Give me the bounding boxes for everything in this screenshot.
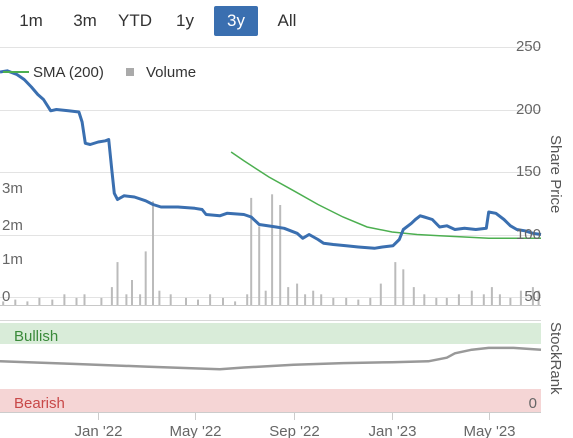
- volume-bar: [537, 290, 540, 305]
- legend-volume-swatch: [126, 68, 134, 76]
- volume-bar: [304, 294, 307, 305]
- range-button-1m[interactable]: 1m: [19, 11, 43, 30]
- volume-bar: [490, 287, 493, 305]
- volume-bar: [246, 294, 249, 305]
- volume-bar: [125, 294, 128, 305]
- volume-bar: [264, 290, 267, 305]
- volume-bar: [435, 297, 438, 305]
- x-tick-label: Jan '22: [75, 423, 123, 438]
- share-price-line: [0, 69, 542, 250]
- price-tick-100: 100: [516, 226, 541, 243]
- volume-bar: [412, 287, 415, 305]
- volume-bar: [394, 262, 397, 305]
- volume-bar: [470, 290, 473, 305]
- legend-volume-label: Volume: [146, 64, 196, 81]
- volume-bar: [152, 201, 154, 305]
- stockrank-axis-title: StockRank: [547, 322, 564, 395]
- volume-bar: [312, 290, 315, 305]
- volume-bar: [531, 287, 534, 305]
- volume-tick-1m: 1m: [2, 251, 23, 268]
- volume-bar: [185, 297, 187, 305]
- legend-sma-label: SMA (200): [33, 64, 104, 81]
- volume-bar: [357, 299, 360, 305]
- price-axis-title: Share Price: [547, 135, 564, 213]
- price-gridlines: [0, 47, 541, 298]
- volume-tick-2m: 2m: [2, 217, 23, 234]
- volume-bar: [110, 287, 113, 305]
- volume-bar: [234, 301, 237, 305]
- volume-bar: [271, 194, 274, 305]
- volume-bar: [457, 294, 460, 305]
- volume-bar: [209, 294, 212, 305]
- volume-bar: [14, 299, 17, 305]
- price-tick-200: 200: [516, 101, 541, 118]
- x-tick-label: May '22: [169, 423, 221, 438]
- x-tick-label: May '23: [463, 423, 515, 438]
- volume-tick-0: 0: [2, 288, 10, 305]
- price-tick-50: 50: [524, 288, 541, 305]
- volume-bar: [75, 297, 78, 305]
- range-button-ytd[interactable]: YTD: [118, 11, 152, 30]
- volume-bar: [51, 299, 54, 305]
- volume-bar: [332, 297, 335, 305]
- stockrank-line: [0, 346, 542, 371]
- volume-bar: [279, 205, 282, 305]
- volume-bar: [296, 283, 299, 305]
- price-tick-150: 150: [516, 163, 541, 180]
- volume-bar: [197, 299, 199, 305]
- volume-bar: [2, 301, 5, 305]
- range-button-all[interactable]: All: [277, 11, 297, 30]
- volume-bar: [379, 283, 382, 305]
- sma-line: [230, 151, 541, 240]
- volume-bar: [100, 297, 103, 305]
- volume-bar: [222, 297, 224, 305]
- volume-bar: [83, 294, 86, 305]
- volume-bar: [482, 294, 485, 305]
- volume-bar: [158, 290, 161, 305]
- volume-bar: [258, 226, 261, 305]
- stockrank-panel: Bullish Bearish 0 StockRank: [0, 320, 564, 413]
- volume-bar: [320, 294, 323, 305]
- volume-bar: [38, 297, 41, 305]
- x-axis: Jan '22 May '22 Sep '22 Jan '23 May '23: [75, 412, 516, 438]
- x-tick-label: Sep '22: [269, 423, 319, 438]
- volume-bar: [498, 294, 501, 305]
- volume-bar: [509, 297, 512, 305]
- volume-y-axis: 3m 2m 1m 0: [2, 180, 23, 305]
- volume-bar: [423, 294, 426, 305]
- x-tick-label: Jan '23: [369, 423, 417, 438]
- volume-tick-3m: 3m: [2, 180, 23, 197]
- volume-bar: [402, 269, 405, 305]
- range-button-3m[interactable]: 3m: [73, 11, 97, 30]
- volume-bar: [169, 294, 172, 305]
- volume-bars: [2, 194, 540, 305]
- volume-bar: [250, 197, 253, 305]
- volume-bar: [519, 290, 522, 305]
- volume-bar: [26, 301, 29, 305]
- volume-bar: [116, 262, 119, 305]
- volume-bar: [139, 294, 142, 305]
- price-y-axis: 250 200 150 100 50: [516, 38, 541, 305]
- bullish-zone: [0, 323, 541, 344]
- volume-bar: [369, 297, 372, 305]
- volume-bar: [445, 297, 448, 305]
- bearish-zone: [0, 389, 541, 412]
- range-button-3y[interactable]: 3y: [214, 6, 258, 36]
- bullish-label: Bullish: [14, 328, 58, 345]
- volume-bar: [144, 251, 147, 305]
- bearish-label: Bearish: [14, 395, 65, 412]
- legend: SMA (200) Volume: [3, 64, 196, 81]
- volume-bar: [345, 297, 348, 305]
- volume-bar: [131, 280, 133, 305]
- stockrank-tick-0: 0: [529, 395, 537, 412]
- range-button-1y[interactable]: 1y: [176, 11, 194, 30]
- price-tick-250: 250: [516, 38, 541, 55]
- volume-bar: [63, 294, 66, 305]
- volume-bar: [287, 287, 290, 305]
